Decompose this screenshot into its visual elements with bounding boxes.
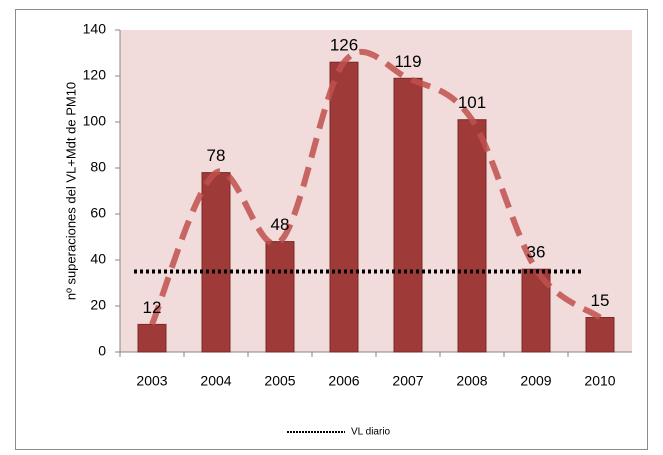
- value-label: 119: [394, 52, 421, 71]
- bar: [137, 323, 167, 353]
- bar: [585, 317, 615, 353]
- x-tick-label: 2007: [392, 373, 423, 389]
- value-label: 12: [143, 298, 162, 317]
- x-tick-label: 2008: [456, 373, 487, 389]
- bar: [329, 61, 359, 353]
- value-label: 15: [591, 291, 610, 310]
- bar: [457, 119, 487, 353]
- value-label: 101: [458, 93, 486, 112]
- x-tick-label: 2004: [200, 373, 231, 389]
- y-tick-label: 60: [90, 205, 106, 221]
- bar: [265, 241, 295, 353]
- bar: [201, 172, 231, 353]
- plot-area: [120, 30, 632, 352]
- x-tick-label: 2005: [264, 373, 295, 389]
- legend-label: VL diario: [351, 427, 391, 438]
- y-tick-label: 20: [90, 297, 106, 313]
- y-tick-label: 120: [83, 67, 107, 83]
- trend-line: [149, 48, 602, 326]
- value-label: 48: [271, 215, 290, 234]
- x-tick-label: 2010: [584, 373, 615, 389]
- y-axis-label: nº superaciones del VL+Mdt de PM10: [63, 82, 78, 300]
- x-tick-label: 2009: [520, 373, 551, 389]
- y-tick-label: 0: [98, 343, 106, 359]
- y-tick-label: 140: [83, 21, 107, 37]
- value-label: 78: [207, 146, 226, 165]
- value-label: 126: [330, 36, 358, 55]
- value-label: 36: [527, 243, 546, 262]
- x-tick-label: 2003: [136, 373, 167, 389]
- y-tick-label: 80: [90, 159, 106, 175]
- bar: [393, 77, 423, 353]
- x-tick-label: 2006: [328, 373, 359, 389]
- y-tick-label: 100: [83, 113, 107, 129]
- y-tick-label: 40: [90, 251, 106, 267]
